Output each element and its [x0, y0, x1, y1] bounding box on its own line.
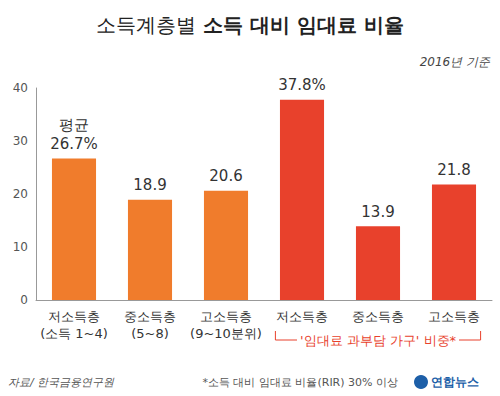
svg-text:0: 0	[20, 293, 28, 307]
svg-text:평균: 평균	[59, 116, 89, 134]
svg-text:소득 대비 임대료 비율: 소득 대비 임대료 비율	[203, 13, 404, 37]
svg-text:자료/ 한국금융연구원: 자료/ 한국금융연구원	[8, 376, 115, 389]
svg-text:*소득 대비 임대료 비율(RIR) 30% 이상: *소득 대비 임대료 비율(RIR) 30% 이상	[202, 376, 398, 389]
svg-text:10: 10	[13, 240, 28, 254]
svg-text:연합뉴스: 연합뉴스	[431, 375, 479, 389]
svg-text:고소득층: 고소득층	[428, 309, 480, 324]
svg-text:26.7%: 26.7%	[50, 135, 98, 153]
svg-text:중소득층: 중소득층	[124, 309, 176, 324]
svg-text:13.9: 13.9	[361, 203, 394, 221]
svg-text:고소득층: 고소득층	[200, 309, 252, 324]
svg-text:2016년 기준: 2016년 기준	[420, 55, 491, 69]
svg-text:저소득층: 저소득층	[48, 309, 100, 324]
svg-text:21.8: 21.8	[437, 161, 470, 179]
svg-text:18.9: 18.9	[133, 176, 166, 194]
svg-text:소득계층별: 소득계층별	[96, 13, 202, 37]
svg-text:40: 40	[13, 81, 28, 95]
svg-text:(5~8): (5~8)	[131, 326, 169, 341]
svg-text:저소득층: 저소득층	[276, 309, 328, 324]
svg-text:20: 20	[13, 187, 28, 201]
svg-text:30: 30	[13, 134, 28, 148]
svg-text:20.6: 20.6	[209, 167, 242, 185]
svg-text:'임대료 과부담 가구' 비중*: '임대료 과부담 가구' 비중*	[300, 333, 457, 348]
svg-text:중소득층: 중소득층	[352, 309, 404, 324]
svg-text:37.8%: 37.8%	[278, 76, 326, 94]
svg-text:(9~10분위): (9~10분위)	[190, 326, 262, 341]
svg-text:(소득 1~4): (소득 1~4)	[40, 326, 108, 341]
